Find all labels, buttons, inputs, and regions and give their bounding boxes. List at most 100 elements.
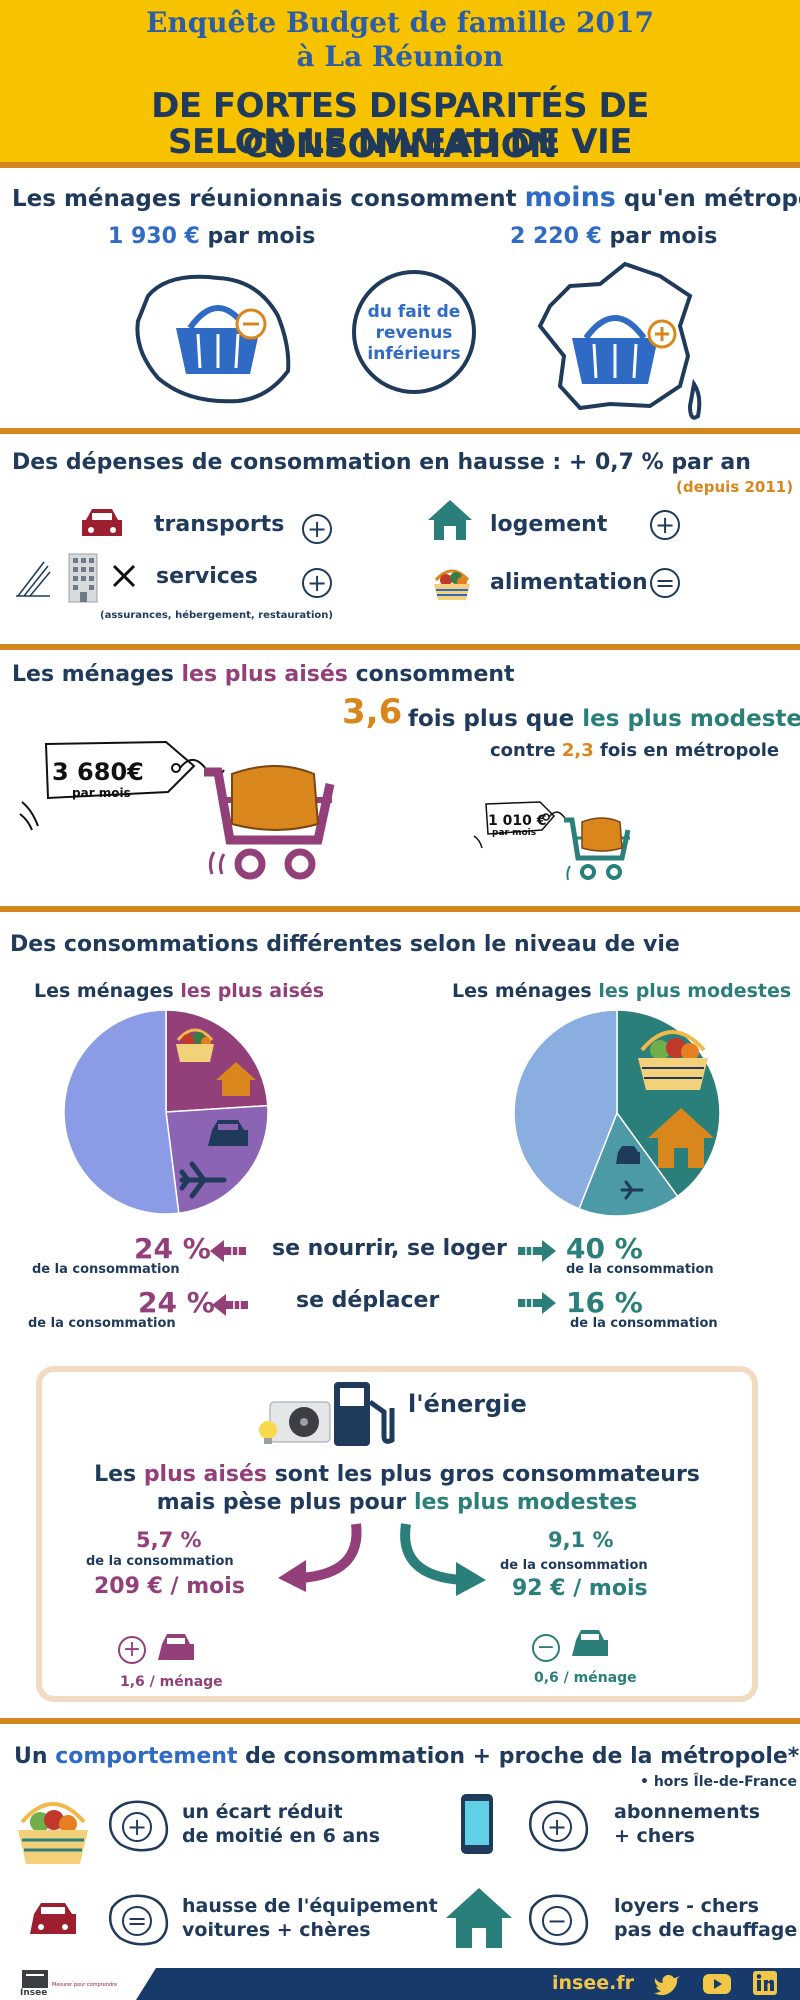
metro-unit: par mois: [609, 224, 718, 249]
section5-heading-emphasis: comportement: [55, 1744, 238, 1769]
insee-tagline: Mesurer pour comprendre: [52, 1982, 118, 1988]
car-icon: [158, 1634, 194, 1660]
bubble-line2: revenus: [375, 323, 453, 343]
modest-transport-pct: 16 %: [566, 1286, 643, 1319]
item2-sign: +: [542, 1812, 572, 1842]
rich-price-unit: par mois: [72, 786, 131, 800]
header-banner: [0, 0, 800, 162]
transports-sign: +: [302, 514, 332, 544]
ratio-value: 3,6: [342, 692, 403, 732]
item3-text: hausse de l'équipement voitures + chères: [182, 1894, 438, 1942]
item3-line1: hausse de l'équipement: [182, 1895, 438, 1917]
item-services: services: [156, 564, 258, 589]
site-link[interactable]: insee.fr: [552, 1972, 634, 1994]
row1-label: se nourrir, se loger: [272, 1236, 507, 1261]
contre-pre: contre: [490, 740, 556, 761]
energy-line1-pre: Les: [94, 1462, 137, 1487]
house-icon: [446, 1888, 512, 1948]
car-icon: [572, 1630, 608, 1656]
linkedin-icon[interactable]: [752, 1970, 778, 1996]
page-title-line2: SELON LE NIVEAU DE VIE: [168, 122, 632, 162]
energy-line1: Les plus aisés sont les plus gros consom…: [36, 1462, 758, 1487]
rich-transport-pct: 24 %: [138, 1286, 215, 1319]
rich-cars-per-household: 1,6 / ménage: [120, 1674, 223, 1690]
divider: [0, 906, 800, 912]
airplane-icon: [179, 1161, 227, 1199]
item4-text: loyers - chers pas de chauffage: [614, 1894, 797, 1942]
footer-bar: [136, 1968, 800, 2000]
item3-line2: voitures + chères: [182, 1919, 371, 1941]
house-icon: [216, 1062, 256, 1096]
section4-heading: Des consommations différentes selon le n…: [10, 932, 680, 957]
metro-budget: 2 220 € par mois: [510, 224, 717, 249]
modest-food-housing-pct: 40 %: [566, 1232, 643, 1265]
left-pie-title-pre: Les ménages: [34, 980, 174, 1002]
item3-sign: =: [122, 1906, 152, 1936]
right-pie-title: Les ménages les plus modestes: [452, 980, 791, 1002]
smartphone-icon: [461, 1794, 493, 1854]
section5-heading: Un comportement de consommation + proche…: [14, 1744, 799, 1769]
energy-line1-emphasis: plus aisés: [143, 1462, 268, 1487]
section1-heading-post: qu'en métropole: [623, 186, 800, 212]
modest-energy-amount: 92 € / mois: [512, 1576, 648, 1601]
contre-value: 2,3: [561, 740, 594, 761]
since-note: (depuis 2011): [676, 478, 794, 496]
car-icon: [616, 1146, 640, 1164]
bubble-line3: inférieurs: [367, 344, 461, 364]
arrow-right-icon: [518, 1292, 556, 1314]
ratio-text-pre: fois plus que: [408, 706, 575, 732]
twitter-icon[interactable]: [654, 1972, 682, 1996]
energy-line2-pre: mais pèse plus pour: [156, 1490, 407, 1515]
youtube-icon[interactable]: [702, 1972, 732, 1996]
house-icon: [648, 1108, 714, 1168]
survey-title-line2: à La Réunion: [296, 40, 504, 73]
divider: [0, 644, 800, 650]
rich-consumption-pie: [63, 1009, 269, 1215]
fork-knife-icon: [112, 564, 136, 588]
food-basket-icon: [18, 1802, 88, 1864]
item2-line1: abonnements: [614, 1801, 761, 1823]
ratio-text-emphasis: les plus modestes: [582, 706, 800, 732]
right-pie-title-emphasis: les plus modestes: [598, 980, 792, 1002]
air-conditioner-bulb-icon: [259, 1401, 331, 1444]
arrow-left-icon: [212, 1294, 248, 1316]
rich-pie-slice-2: [63, 1009, 180, 1215]
fuel-pump-icon: [334, 1382, 395, 1446]
rich-energy-pct: 5,7 %: [136, 1528, 202, 1552]
section3-heading-post: consomment: [355, 662, 515, 687]
item2-text: abonnements + chers: [614, 1800, 760, 1848]
modest-price-unit: par mois: [492, 828, 537, 838]
section3-heading-emphasis: les plus aisés: [181, 662, 348, 687]
contre-post: fois en métropole: [600, 740, 780, 761]
arrow-left-icon: [210, 1240, 246, 1262]
modest-food-housing-note: de la consommation: [566, 1262, 714, 1277]
services-note: (assurances, hébergement, restauration): [100, 610, 333, 621]
house-icon: [428, 500, 472, 540]
survey-title-line1: Enquête Budget de famille 2017: [146, 6, 654, 39]
rich-transport-note: de la consommation: [28, 1316, 176, 1331]
car-icon: [208, 1120, 248, 1146]
section5-heading-pre: Un: [14, 1744, 48, 1769]
metro-amount: 2 220 €: [510, 224, 602, 249]
arrow-right-icon: [518, 1240, 556, 1262]
item1-line2: de moitié en 6 ans: [182, 1825, 381, 1847]
section1-heading-pre: Les ménages réunionnais consomment: [12, 186, 517, 212]
divider: [0, 162, 800, 168]
modest-pie-slice-2: [513, 1009, 618, 1210]
item1-line1: un écart réduit: [182, 1801, 343, 1823]
item-logement: logement: [490, 512, 608, 537]
bubble-line1: du fait de: [367, 302, 461, 322]
metro-comparison: contre 2,3 fois en métropole: [490, 740, 779, 761]
section3-heading-pre: Les ménages: [12, 662, 174, 687]
reason-bubble-text: du fait de revenus inférieurs: [352, 302, 476, 365]
ratio-text: fois plus que les plus modestes: [408, 706, 800, 732]
reunion-island-basket-icon: [135, 274, 291, 404]
airplane-icon: [620, 1180, 644, 1200]
reunion-budget: 1 930 € par mois: [108, 224, 315, 249]
modest-cars-sign: −: [532, 1634, 560, 1662]
row2-label: se déplacer: [296, 1288, 440, 1313]
services-sign: +: [302, 568, 332, 598]
item4-line2: pas de chauffage: [614, 1919, 798, 1941]
rich-energy-amount: 209 € / mois: [94, 1574, 245, 1599]
left-pie-title: Les ménages les plus aisés: [34, 980, 324, 1002]
